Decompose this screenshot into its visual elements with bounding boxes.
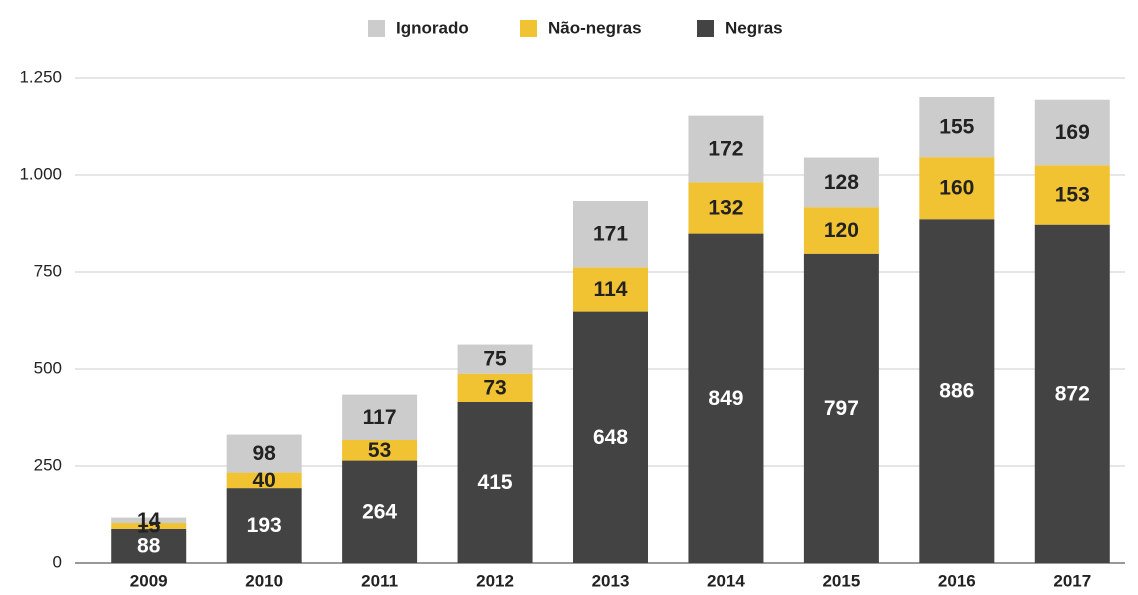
x-tick-label: 2013: [592, 571, 630, 590]
bar-segment: [111, 523, 187, 529]
y-tick-label: 750: [34, 261, 62, 280]
data-label: 415: [478, 471, 513, 494]
bar-segment: [688, 182, 764, 234]
bar-segment: [342, 440, 418, 461]
bar-segment: [803, 207, 879, 254]
data-label: 117: [363, 406, 397, 429]
legend-swatch: [697, 20, 714, 37]
bar-segment: [226, 488, 302, 563]
data-label: 14: [137, 509, 161, 532]
data-label: 172: [708, 138, 743, 161]
bar-segment: [111, 528, 187, 563]
data-label: 53: [368, 439, 391, 462]
y-tick-label: 250: [34, 455, 62, 474]
y-tick-label: 1.000: [19, 164, 62, 183]
data-label: 849: [708, 387, 743, 410]
bar-segment: [573, 200, 648, 268]
bar-segment: [226, 472, 302, 489]
data-label: 75: [483, 348, 507, 371]
x-tick-label: 2011: [361, 571, 398, 590]
bar-segment: [457, 373, 533, 402]
bar-segment: [226, 434, 302, 473]
y-tick-label: 500: [34, 358, 62, 377]
bar-segment: [919, 97, 995, 158]
bar-segment: [573, 311, 648, 563]
data-label: 264: [362, 500, 397, 523]
bar-segment: [457, 401, 533, 563]
data-label: 648: [593, 426, 628, 449]
y-tick-label: 0: [53, 552, 62, 571]
bar-segment: [457, 344, 533, 374]
bar-segment: [573, 267, 648, 312]
data-label: 114: [594, 278, 628, 301]
x-tick-label: 2016: [938, 571, 976, 590]
bar-segment: [342, 460, 418, 563]
bar-segment: [1034, 99, 1110, 166]
bar-segment: [688, 115, 764, 183]
legend-label: Ignorado: [396, 18, 469, 37]
legend-label: Negras: [725, 18, 783, 37]
bar-segment: [919, 219, 995, 563]
bar-segment: [803, 253, 879, 563]
bar-segment: [342, 394, 418, 441]
x-tick-label: 2017: [1053, 571, 1091, 590]
y-tick-label: 1.250: [19, 67, 62, 86]
data-label: 169: [1055, 121, 1090, 144]
data-label: 160: [939, 177, 974, 200]
data-label: 98: [252, 442, 276, 465]
x-tick-label: 2014: [707, 571, 745, 590]
bar-segment: [1034, 224, 1110, 563]
data-label: 132: [708, 197, 743, 220]
x-tick-label: 2015: [822, 571, 860, 590]
data-label: 128: [824, 171, 859, 194]
legend-swatch: [520, 20, 537, 37]
legend-swatch: [368, 20, 385, 37]
data-label: 171: [593, 223, 628, 246]
data-label: 872: [1055, 382, 1090, 405]
data-label: 88: [137, 534, 161, 557]
x-tick-label: 2012: [476, 571, 514, 590]
data-label: 120: [824, 219, 859, 242]
data-label: 153: [1055, 184, 1090, 207]
bar-segment: [688, 233, 764, 563]
bar-segment: [919, 157, 995, 220]
legend-label: Não-negras: [548, 18, 642, 37]
bar-segment: [111, 517, 187, 524]
data-label: 797: [824, 397, 859, 420]
data-label: 155: [939, 116, 974, 139]
x-tick-label: 2009: [130, 571, 168, 590]
bar-segment: [1034, 165, 1110, 225]
data-label: 886: [939, 380, 974, 403]
bar-segment: [803, 157, 879, 208]
data-label: 40: [252, 469, 275, 492]
data-label: 193: [247, 514, 282, 537]
x-tick-label: 2010: [245, 571, 283, 590]
data-label: 73: [483, 376, 506, 399]
